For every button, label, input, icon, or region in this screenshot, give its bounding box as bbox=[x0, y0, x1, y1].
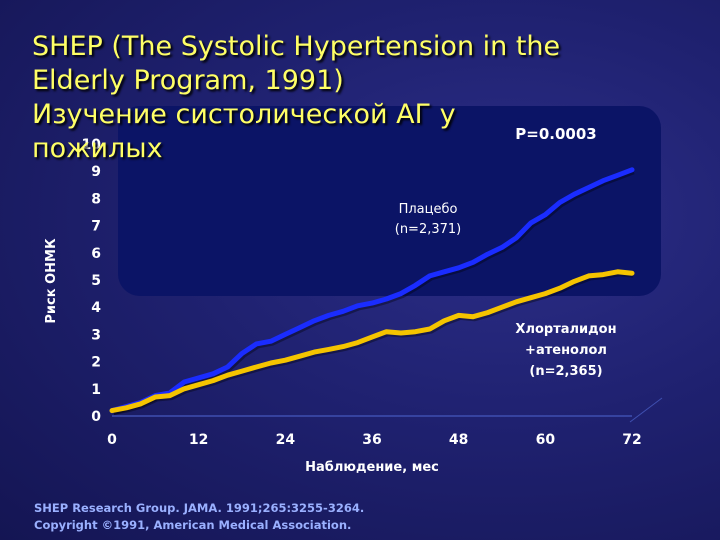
title-line-1: SHEP (The Systolic Hypertension in the bbox=[32, 31, 561, 62]
x-tick-label: 60 bbox=[536, 432, 556, 448]
y-tick-label: 0 bbox=[91, 409, 101, 425]
y-tick-label: 7 bbox=[91, 219, 101, 235]
placebo-line bbox=[109, 167, 635, 414]
treatment-line bbox=[109, 269, 635, 414]
y-tick-label: 9 bbox=[91, 164, 101, 180]
title-line-4: пожилых bbox=[32, 133, 163, 164]
y-tick-label: 1 bbox=[91, 382, 101, 398]
placebo-label-name: Плацебо bbox=[399, 202, 458, 217]
title-line-2: Elderly Program, 1991) bbox=[32, 65, 344, 96]
p-value-label: P=0.0003 bbox=[515, 125, 596, 143]
chart-highlight-panel bbox=[118, 106, 661, 296]
y-tick-label: 3 bbox=[91, 327, 101, 343]
x-tick-label: 36 bbox=[362, 432, 381, 448]
treatment-label-line: +атенолол bbox=[525, 343, 607, 358]
treatment-label-line: (n=2,365) bbox=[529, 364, 602, 379]
y-tick-label: 6 bbox=[91, 246, 101, 262]
citation-line-1: SHEP Research Group. JAMA. 1991;265:3255… bbox=[34, 501, 365, 515]
x-tick-label: 24 bbox=[276, 432, 296, 448]
treatment-label-line: Хлорталидон bbox=[515, 322, 616, 337]
citation-line-2: Copyright ©1991, American Medical Associ… bbox=[34, 518, 352, 532]
y-tick-label: 4 bbox=[91, 300, 101, 316]
x-tick-label: 48 bbox=[449, 432, 468, 448]
x-tick-label: 0 bbox=[107, 432, 117, 448]
slide-title: SHEP (The Systolic Hypertension in the E… bbox=[32, 30, 692, 166]
y-tick-label: 8 bbox=[91, 191, 101, 207]
y-axis-title: Риск ОНМК bbox=[44, 238, 59, 324]
citation: SHEP Research Group. JAMA. 1991;265:3255… bbox=[34, 500, 364, 534]
x-axis-title: Наблюдение, мес bbox=[305, 460, 439, 475]
y-tick-label: 5 bbox=[91, 273, 101, 289]
y-tick-label: 10 bbox=[82, 137, 102, 153]
x-tick-label: 72 bbox=[622, 432, 641, 448]
title-line-3: Изучение систолической АГ у bbox=[32, 99, 456, 130]
placebo-label-count: (n=2,371) bbox=[395, 222, 462, 237]
axis-depth-edge bbox=[629, 397, 663, 423]
x-tick-label: 12 bbox=[189, 432, 208, 448]
y-tick-label: 2 bbox=[91, 355, 101, 371]
